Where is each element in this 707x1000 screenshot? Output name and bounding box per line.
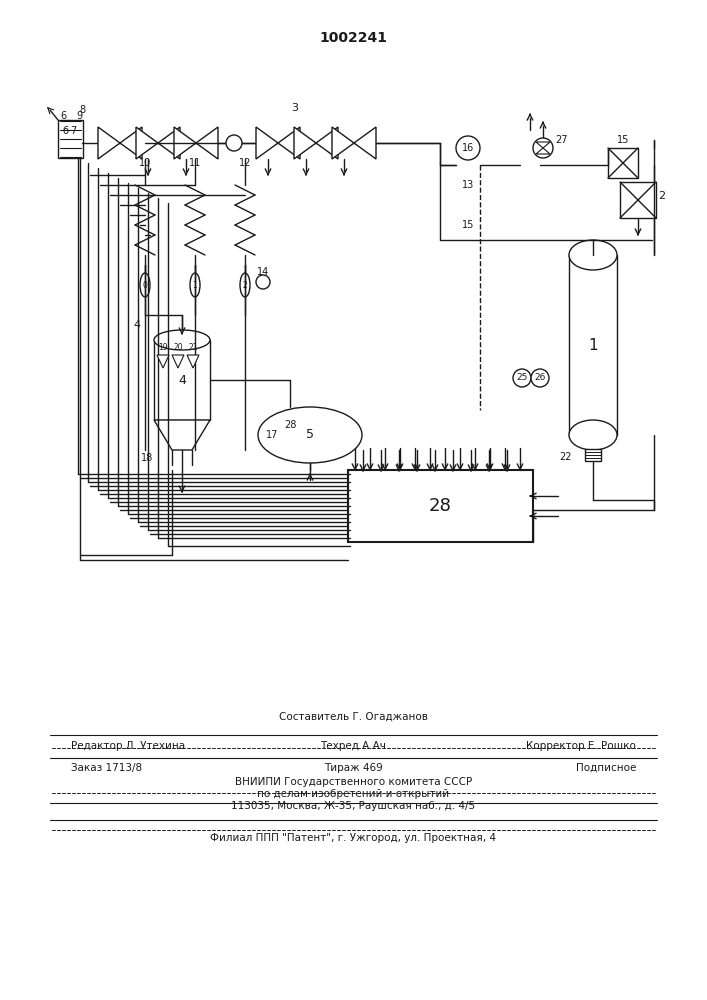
Circle shape xyxy=(531,369,549,387)
Bar xyxy=(348,470,533,542)
Text: Корректор Е. Рошко: Корректор Е. Рошко xyxy=(527,741,636,751)
Text: 11: 11 xyxy=(189,158,201,168)
Polygon shape xyxy=(136,127,158,159)
Ellipse shape xyxy=(140,273,150,297)
Text: 6: 6 xyxy=(60,111,66,121)
Text: 27: 27 xyxy=(555,135,567,145)
Text: 16: 16 xyxy=(462,143,474,153)
Text: Заказ 1713/8: Заказ 1713/8 xyxy=(71,763,142,773)
Text: 19: 19 xyxy=(158,344,168,353)
Text: ВНИИПИ Государственного комитета СССР: ВНИИПИ Государственного комитета СССР xyxy=(235,777,472,787)
Polygon shape xyxy=(278,127,300,159)
Ellipse shape xyxy=(154,330,210,350)
Text: 1: 1 xyxy=(192,280,197,290)
Text: 1: 1 xyxy=(588,338,598,353)
Text: Составитель Г. Огаджанов: Составитель Г. Огаджанов xyxy=(279,712,428,722)
Text: 0: 0 xyxy=(143,280,148,290)
Text: 5: 5 xyxy=(306,428,314,442)
Text: 12: 12 xyxy=(239,158,251,168)
Text: 7: 7 xyxy=(70,126,76,136)
Text: 14: 14 xyxy=(257,267,269,277)
Polygon shape xyxy=(157,355,169,368)
Polygon shape xyxy=(154,420,210,450)
Circle shape xyxy=(533,138,553,158)
Text: 21: 21 xyxy=(188,344,198,353)
Circle shape xyxy=(226,135,242,151)
Bar xyxy=(58,120,83,158)
Text: 4: 4 xyxy=(134,320,141,330)
Text: 20: 20 xyxy=(173,344,183,353)
Bar xyxy=(585,449,601,461)
Text: 17: 17 xyxy=(266,430,278,440)
Text: по делам изобретений и открытий: по делам изобретений и открытий xyxy=(257,789,450,799)
Polygon shape xyxy=(536,142,550,148)
Text: Техред А.Ач: Техред А.Ач xyxy=(320,741,387,751)
Polygon shape xyxy=(316,127,338,159)
Ellipse shape xyxy=(240,273,250,297)
Ellipse shape xyxy=(190,273,200,297)
Polygon shape xyxy=(354,127,376,159)
Polygon shape xyxy=(332,127,354,159)
Text: 18: 18 xyxy=(141,453,153,463)
Text: Тираж 469: Тираж 469 xyxy=(324,763,383,773)
Text: 10: 10 xyxy=(139,158,151,168)
Text: 28: 28 xyxy=(284,420,296,430)
Bar xyxy=(620,182,656,218)
Polygon shape xyxy=(98,127,120,159)
Ellipse shape xyxy=(569,240,617,270)
Text: 25: 25 xyxy=(516,373,527,382)
Bar xyxy=(608,148,638,178)
Text: 15: 15 xyxy=(617,135,629,145)
Text: Филиал ППП "Патент", г. Ужгород, ул. Проектная, 4: Филиал ППП "Патент", г. Ужгород, ул. Про… xyxy=(211,833,496,843)
Polygon shape xyxy=(174,127,196,159)
Text: 2: 2 xyxy=(243,280,247,290)
Polygon shape xyxy=(256,127,278,159)
Polygon shape xyxy=(172,355,184,368)
Ellipse shape xyxy=(258,407,362,463)
Text: 13: 13 xyxy=(462,180,474,190)
Polygon shape xyxy=(294,127,316,159)
Polygon shape xyxy=(536,148,550,154)
Circle shape xyxy=(513,369,531,387)
Text: 2: 2 xyxy=(658,191,665,201)
Text: 4: 4 xyxy=(178,373,186,386)
Text: 9: 9 xyxy=(76,111,82,121)
Ellipse shape xyxy=(569,420,617,450)
Circle shape xyxy=(456,136,480,160)
Text: 3: 3 xyxy=(291,103,298,113)
Text: 1002241: 1002241 xyxy=(319,31,387,45)
Text: б: б xyxy=(62,126,68,136)
Text: 28: 28 xyxy=(428,497,452,515)
Text: 113035, Москва, Ж-35, Раушская наб., д. 4/5: 113035, Москва, Ж-35, Раушская наб., д. … xyxy=(231,801,476,811)
Circle shape xyxy=(256,275,270,289)
Text: 26: 26 xyxy=(534,373,546,382)
Polygon shape xyxy=(187,355,199,368)
Text: 22: 22 xyxy=(559,452,571,462)
Polygon shape xyxy=(196,127,218,159)
Text: Редактор Л. Утехина: Редактор Л. Утехина xyxy=(71,741,185,751)
Bar xyxy=(154,340,210,420)
Polygon shape xyxy=(158,127,180,159)
Text: 8: 8 xyxy=(79,105,85,115)
Polygon shape xyxy=(120,127,142,159)
Bar xyxy=(569,255,617,435)
Text: 15: 15 xyxy=(462,220,474,230)
Text: Подписное: Подписное xyxy=(576,763,636,773)
